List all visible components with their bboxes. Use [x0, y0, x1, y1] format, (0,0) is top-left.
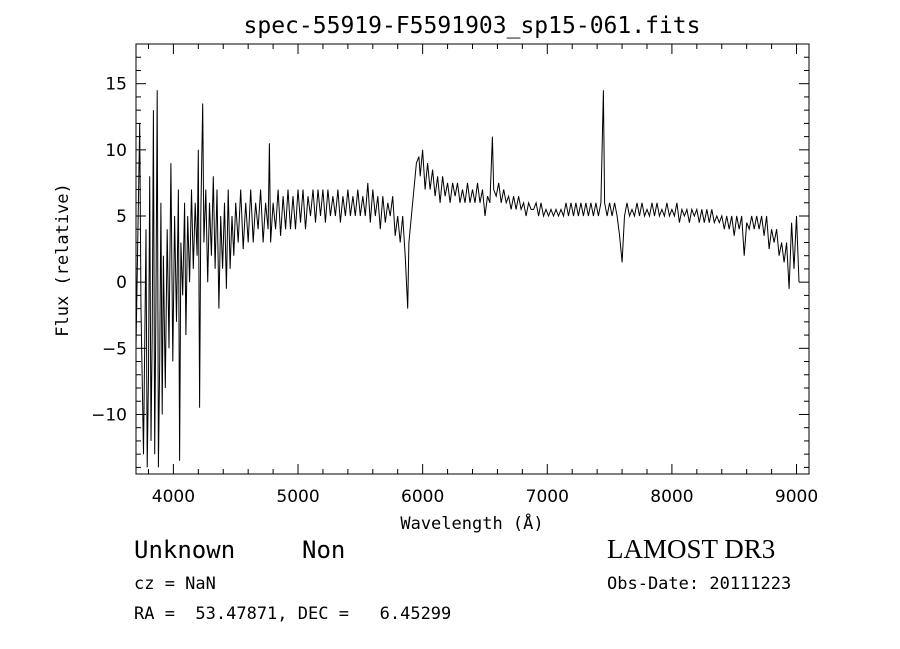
x-tick-label: 6000: [401, 487, 444, 507]
x-tick-label: 8000: [650, 487, 693, 507]
coordinates: RA = 53.47871, DEC = 6.45299: [134, 604, 452, 624]
obs-date: Obs-Date: 20111223: [607, 574, 792, 594]
y-tick-label: 15: [105, 75, 127, 95]
spectrum-line: [135, 90, 800, 468]
survey-label: LAMOST DR3: [607, 534, 776, 564]
object-subclass: Non: [302, 536, 346, 564]
x-tick-label: 4000: [152, 487, 195, 507]
y-tick-label: 0: [116, 273, 127, 293]
x-tick-label: 9000: [775, 487, 818, 507]
y-tick-label: 10: [105, 141, 127, 161]
y-tick-label: −10: [91, 405, 127, 425]
chart-title: spec-55919-F5591903_sp15-061.fits: [244, 13, 701, 39]
y-tick-labels: −10 −5 0 5 10 15: [91, 75, 127, 426]
x-tick-label: 5000: [276, 487, 319, 507]
x-tick-labels: 4000 5000 6000 7000 8000 9000: [152, 487, 818, 507]
y-tick-label: −5: [102, 339, 127, 359]
y-tick-label: 5: [116, 207, 127, 227]
x-tick-label: 7000: [526, 487, 569, 507]
plot-frame: [135, 43, 810, 475]
cz-value: cz = NaN: [134, 574, 216, 594]
y-axis-label: Flux (relative): [53, 183, 73, 337]
x-axis-label: Wavelength (Å): [400, 512, 543, 534]
axis-ticks: [136, 44, 809, 474]
object-class: Unknown: [134, 536, 236, 564]
